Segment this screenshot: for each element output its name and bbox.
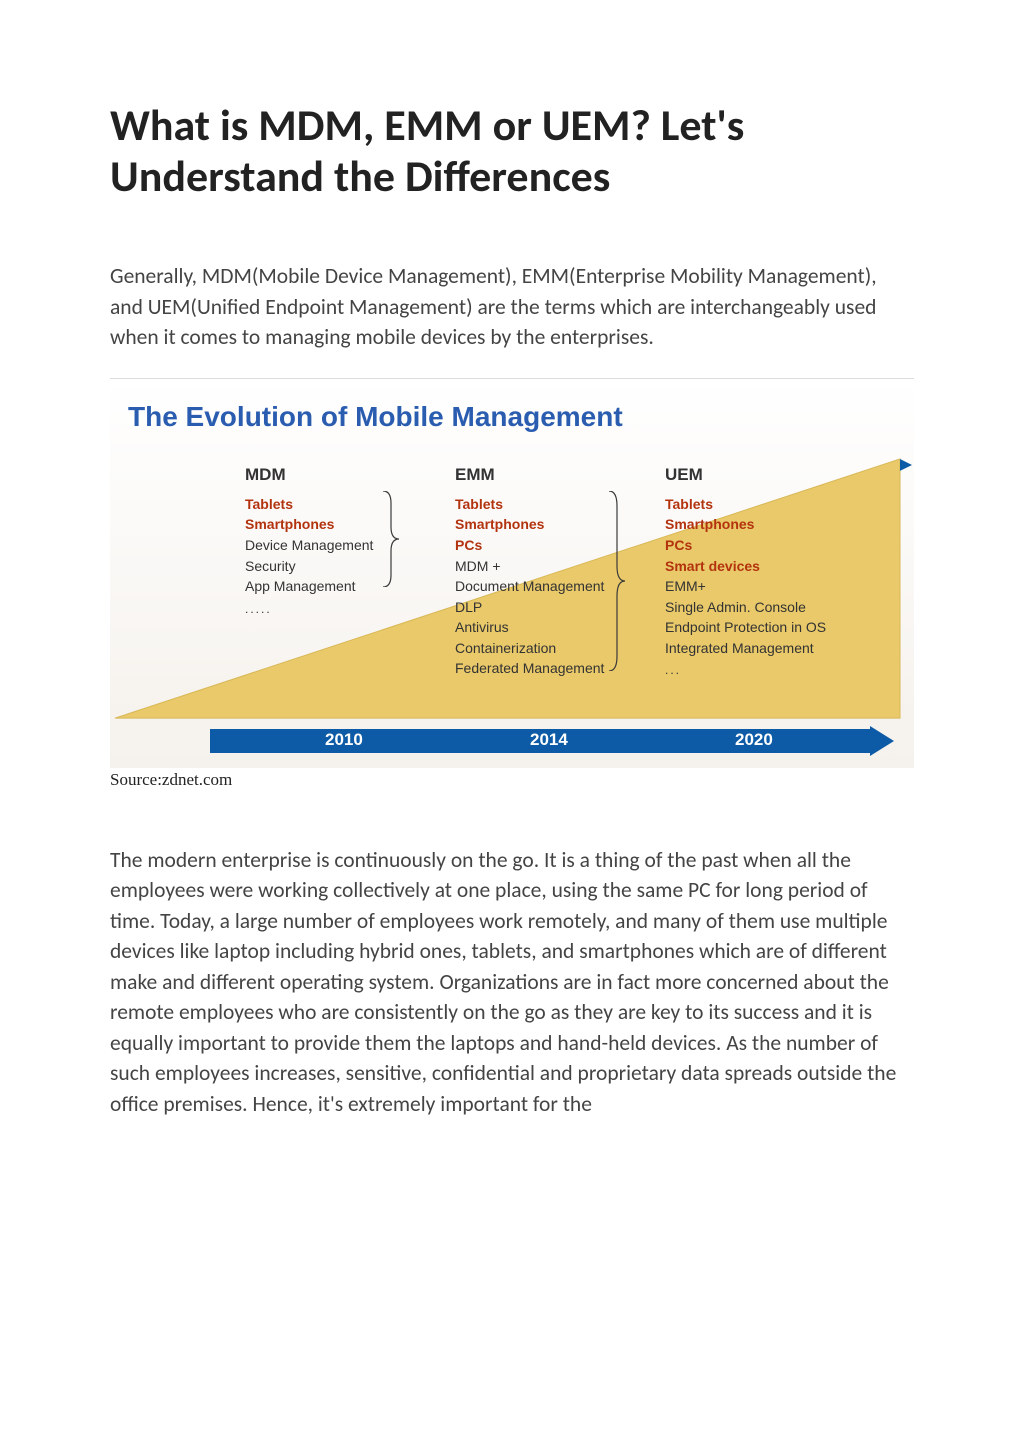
uem-item-smart: Smart devices <box>665 557 865 577</box>
emm-item-doc: Document Management <box>455 577 655 597</box>
body-paragraph-2: The modern enterprise is continuously on… <box>110 845 914 1120</box>
emm-item-av: Antivirus <box>455 618 655 638</box>
uem-item-smartphones: Smartphones <box>665 515 865 535</box>
uem-item-emmplus: EMM+ <box>665 577 865 597</box>
year-2014: 2014 <box>530 730 568 750</box>
emm-item-pcs: PCs <box>455 536 655 556</box>
emm-item-fed: Federated Management <box>455 659 655 679</box>
mdm-item-device: Device Management <box>245 536 445 556</box>
mdm-item-smartphones: Smartphones <box>245 515 445 535</box>
col-title-mdm: MDM <box>245 465 445 485</box>
chart-area: MDM Tablets Smartphones Device Managemen… <box>110 451 914 768</box>
emm-item-mdmplus: MDM + <box>455 557 655 577</box>
infographic-title: The Evolution of Mobile Management <box>128 401 623 433</box>
year-2010: 2010 <box>325 730 363 750</box>
column-emm: EMM Tablets Smartphones PCs MDM + Docume… <box>455 465 655 680</box>
emm-item-dlp: DLP <box>455 598 655 618</box>
column-mdm: MDM Tablets Smartphones Device Managemen… <box>245 465 445 619</box>
emm-item-smartphones: Smartphones <box>455 515 655 535</box>
year-2020: 2020 <box>735 730 773 750</box>
col-title-emm: EMM <box>455 465 655 485</box>
uem-item-integrated: Integrated Management <box>665 639 865 659</box>
source-caption: Source:zdnet.com <box>110 770 914 790</box>
emm-item-tablets: Tablets <box>455 495 655 515</box>
emm-item-container: Containerization <box>455 639 655 659</box>
mdm-item-security: Security <box>245 557 445 577</box>
col-title-uem: UEM <box>665 465 865 485</box>
arrow-accent <box>900 459 912 471</box>
brace-mdm <box>381 491 399 587</box>
column-uem: UEM Tablets Smartphones PCs Smart device… <box>665 465 865 681</box>
brace-emm <box>607 491 625 671</box>
page-title: What is MDM, EMM or UEM? Let's Understan… <box>110 100 914 201</box>
uem-item-endpoint: Endpoint Protection in OS <box>665 618 865 638</box>
year-bar: 2010 2014 2020 <box>210 726 894 756</box>
intro-paragraph: Generally, MDM(Mobile Device Management)… <box>110 261 914 353</box>
evolution-infographic: The Evolution of Mobile Management MDM T… <box>110 378 914 768</box>
mdm-item-tablets: Tablets <box>245 495 445 515</box>
uem-item-tablets: Tablets <box>665 495 865 515</box>
mdm-item-app: App Management <box>245 577 445 597</box>
uem-item-console: Single Admin. Console <box>665 598 865 618</box>
uem-item-pcs: PCs <box>665 536 865 556</box>
mdm-ellipsis: ..... <box>245 601 445 618</box>
uem-ellipsis: ... <box>665 662 865 679</box>
